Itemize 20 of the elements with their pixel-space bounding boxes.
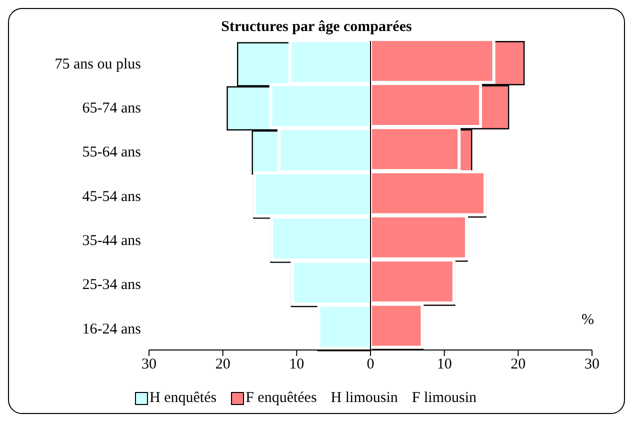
x-tick-label: 30 [584,356,600,373]
y-tick-label: 55-64 ans [82,144,142,161]
y-tick-label: 16-24 ans [82,321,142,338]
legend-label: F enquêtées [246,390,317,407]
x-tick-label: 10 [289,356,304,373]
y-tick-label: 65-74 ans [82,100,142,117]
y-tick-label: 75 ans ou plus [54,56,142,72]
y-tick-label: 35-44 ans [82,232,142,249]
y-tick-label: 45-54 ans [82,188,142,205]
x-tick-label: 0 [366,356,374,373]
x-tick-label: 10 [436,356,452,373]
y-tick-label: 25-34 ans [82,277,142,294]
legend-label: H enquêtés [150,390,217,407]
text: H limousin [330,390,398,407]
x-tick-label: 30 [142,356,156,373]
text: F limousin [412,390,476,407]
annotation: % [582,312,594,329]
chart-title: Structures par âge comparées [220,18,413,37]
x-tick-label: 20 [510,356,526,373]
x-tick-label: 20 [215,356,230,373]
